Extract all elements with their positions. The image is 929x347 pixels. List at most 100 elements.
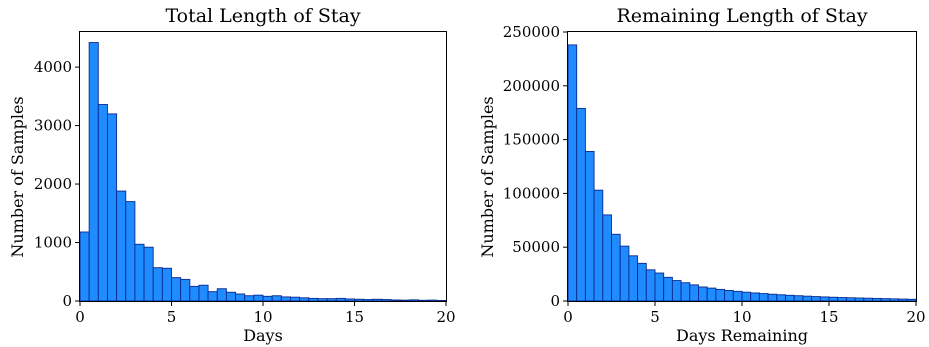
histogram-bar: [567, 44, 578, 302]
histogram-bar: [837, 297, 847, 302]
histogram-bar: [326, 298, 337, 302]
histogram-bar: [280, 296, 291, 302]
histogram-bar: [354, 298, 365, 302]
histogram-bar: [207, 291, 218, 302]
x-tick-label: 0: [563, 308, 573, 326]
histogram-bar: [715, 288, 726, 302]
histogram-bar: [811, 296, 821, 302]
histogram-bar: [645, 269, 656, 302]
chart-title: Total Length of Stay: [165, 5, 360, 27]
histogram-bar: [106, 113, 118, 302]
histogram-bar: [671, 280, 682, 302]
histogram-bar: [628, 255, 639, 302]
histogram-bar: [602, 214, 612, 302]
x-tick-label: 5: [167, 308, 177, 326]
histogram-bar: [308, 297, 319, 302]
histogram-bar: [372, 298, 383, 302]
histogram-bar: [793, 295, 804, 302]
y-tick-label: 2000: [34, 175, 72, 193]
bars: [79, 42, 447, 302]
histogram-bar: [785, 294, 795, 302]
histogram-bar: [898, 298, 908, 302]
histogram-bar: [427, 299, 438, 302]
plot-frame: [567, 31, 917, 302]
histogram-bar: [872, 297, 882, 302]
x-tick-label: 15: [345, 308, 364, 326]
histogram-bar: [408, 299, 419, 302]
histogram-bar: [863, 297, 873, 302]
x-tick-label: 15: [819, 308, 838, 326]
histogram-bar: [880, 298, 891, 302]
y-tick-label: 4000: [34, 58, 72, 76]
x-tick-label: 10: [253, 308, 272, 326]
histogram-bar: [654, 272, 665, 302]
histogram-bar: [611, 233, 621, 302]
histogram-bar: [906, 298, 917, 302]
histogram-bar: [854, 297, 865, 302]
total-length-of-stay-chart: Total Length of Stay Days Number of Samp…: [8, 5, 456, 345]
histogram-bar: [271, 295, 282, 302]
histogram-bar: [97, 104, 108, 302]
x-tick-label: 20: [436, 308, 455, 326]
histogram-bar: [663, 276, 673, 302]
histogram-bar: [317, 298, 328, 302]
histogram-bar: [290, 296, 301, 302]
histogram-bar: [381, 299, 392, 302]
histogram-bar: [399, 299, 410, 302]
histogram-bar: [363, 299, 374, 302]
y-tick-label: 3000: [34, 117, 72, 135]
histogram-bar: [828, 296, 839, 302]
histogram-bar: [584, 150, 595, 302]
remaining-length-of-stay-chart: Remaining Length of Stay Days Remaining …: [478, 5, 926, 345]
histogram-bar: [706, 287, 717, 302]
histogram-bar: [593, 189, 604, 302]
histogram-bar: [79, 231, 90, 302]
histogram-bar: [698, 286, 708, 302]
histogram-bar: [299, 297, 310, 302]
y-tick-label: 250000: [503, 23, 560, 41]
histogram-bar: [750, 292, 760, 302]
histogram-bar: [680, 282, 691, 302]
bars: [567, 44, 917, 302]
y-tick-label: 200000: [503, 77, 560, 95]
ticks: 0 5 10 15 20 0 1000 2000 3000 4000: [34, 58, 456, 326]
y-tick-label: 100000: [503, 184, 560, 202]
histogram-bar: [180, 278, 191, 302]
histogram-bar: [88, 42, 99, 302]
histogram-bar: [637, 262, 647, 302]
histogram-bar: [116, 190, 127, 302]
histogram-bar: [262, 295, 273, 302]
histogram-bar: [436, 299, 447, 302]
histogram-bar: [198, 284, 209, 302]
y-tick-label: 0: [550, 292, 560, 310]
histogram-bar: [335, 297, 346, 302]
histogram-bar: [758, 293, 769, 302]
histogram-bar: [152, 267, 163, 302]
y-tick-label: 1000: [34, 234, 72, 252]
histogram-bar: [619, 245, 630, 302]
histogram-bar: [576, 107, 586, 302]
histogram-bar: [143, 246, 154, 302]
histogram-bar: [741, 291, 752, 302]
histogram-bar: [244, 295, 255, 302]
histogram-bar: [161, 267, 172, 302]
histogram-bar: [253, 294, 264, 302]
histogram-bar: [802, 295, 813, 302]
histogram-bar: [216, 288, 227, 302]
x-tick-label: 20: [906, 308, 925, 326]
y-tick-label: 0: [62, 292, 72, 310]
histogram-bar: [689, 284, 699, 302]
histogram-bar: [225, 291, 236, 302]
y-axis-label: Number of Samples: [478, 96, 497, 257]
histogram-bar: [171, 277, 182, 302]
x-tick-label: 5: [650, 308, 660, 326]
histogram-bar: [732, 290, 743, 302]
histogram-bar: [776, 294, 786, 302]
x-tick-label: 0: [75, 308, 85, 326]
chart-title: Remaining Length of Stay: [616, 5, 867, 27]
plot-frame: [79, 31, 447, 302]
histogram-bar: [889, 298, 900, 302]
x-axis-label: Days Remaining: [676, 326, 808, 345]
x-axis-label: Days: [243, 326, 283, 345]
